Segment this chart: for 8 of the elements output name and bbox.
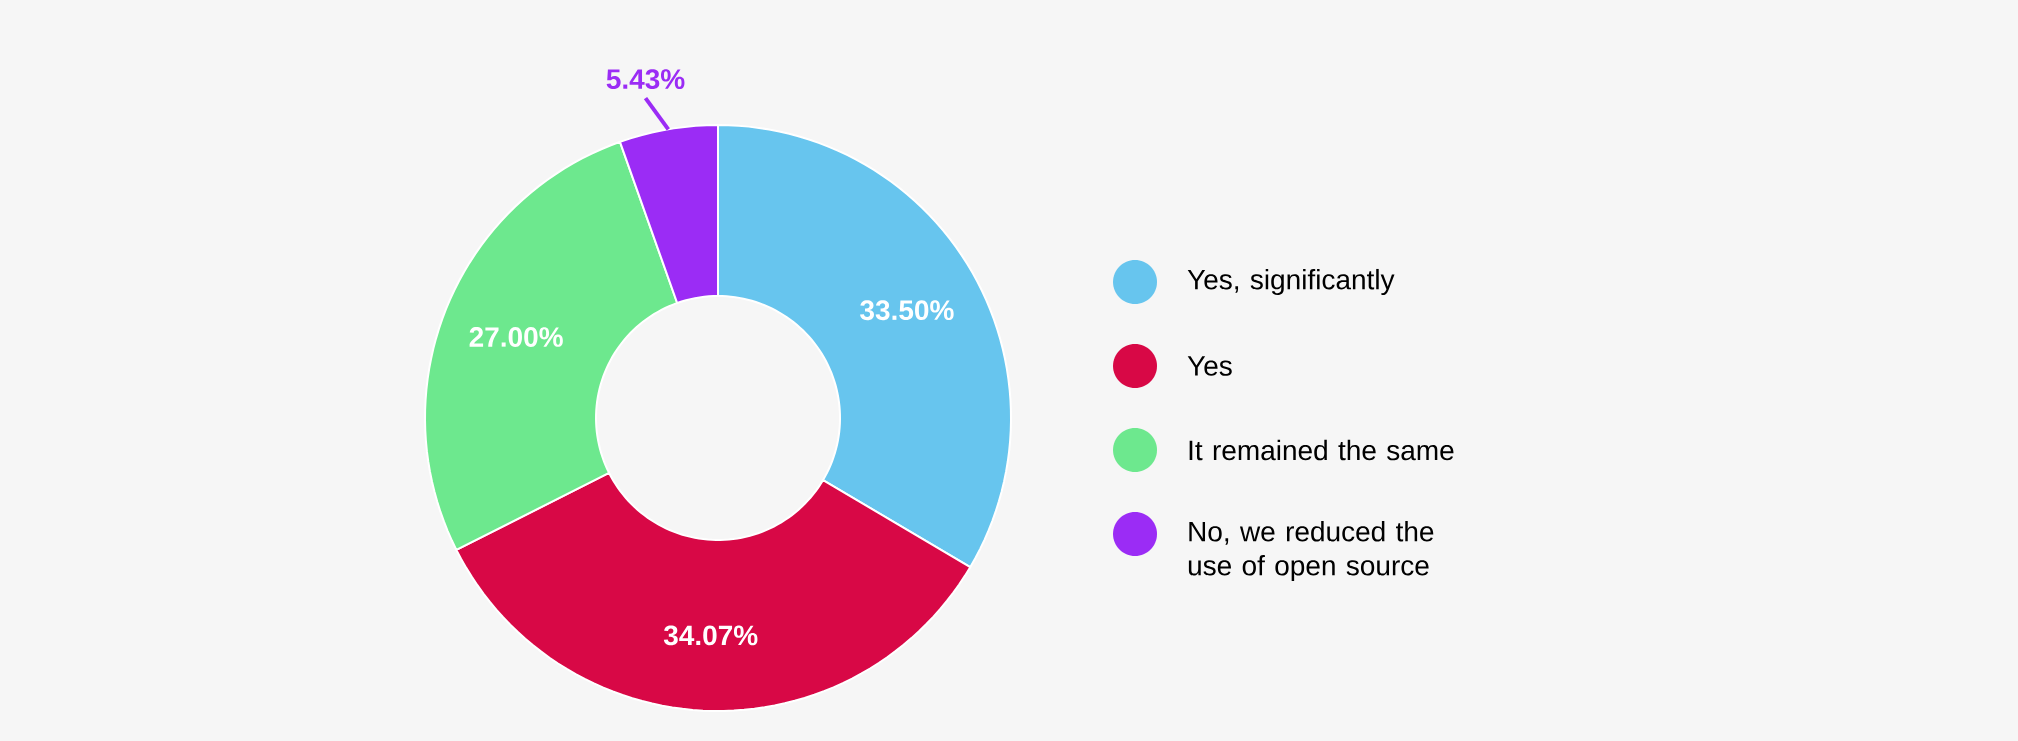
data-label: 33.50% — [860, 300, 954, 321]
legend-label: It remained the same — [1189, 439, 1454, 461]
data-label: 27.00% — [469, 327, 563, 347]
data-label: 5.43% — [606, 69, 685, 90]
data-label: 34.07% — [663, 625, 758, 646]
legend-label: No, we reduced the use of open source — [1188, 520, 1434, 582]
legend-label: Yes, significantly — [1187, 268, 1395, 296]
legend-label: Yes — [1187, 356, 1232, 376]
